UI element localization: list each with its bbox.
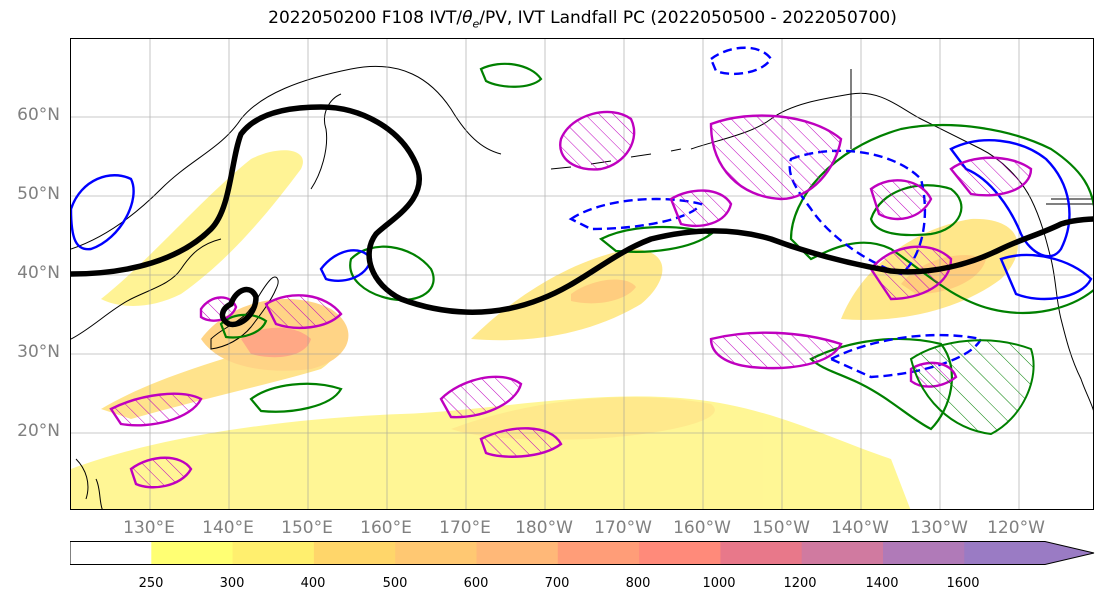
us-border (850, 69, 1093, 205)
lon-label-140w: 140°W (831, 518, 889, 538)
map-canvas (71, 39, 1093, 509)
pv-contour-north-east (709, 114, 843, 201)
colorbar-segment (395, 541, 477, 565)
colorbar-segment (883, 541, 965, 565)
green-contour-south-mid (249, 382, 343, 413)
cbar-tick-1200: 1200 (783, 576, 817, 591)
colorbar-segment (801, 541, 884, 565)
lat-label-30n: 30°N (17, 342, 60, 362)
lon-label-180w: 180°W (515, 518, 573, 538)
cbar-tick-700: 700 (544, 576, 570, 591)
blue-contour-mid (319, 249, 373, 282)
lon-label-160w: 160°W (673, 518, 731, 538)
blue-contour-west (71, 174, 135, 251)
lon-label-160e: 160°E (360, 518, 412, 538)
lon-label-120w: 120°W (987, 518, 1045, 538)
colorbar-segment (232, 541, 315, 565)
pv-contour-north-central (559, 110, 636, 171)
magenta-contours (109, 110, 1033, 489)
colorbar-segment (639, 541, 721, 565)
lat-label-50n: 50°N (17, 184, 60, 204)
green-contour-central (598, 225, 714, 253)
green-contour-east-large (789, 124, 1093, 315)
lon-label-130e: 130°E (123, 518, 175, 538)
lon-label-150e: 150°E (281, 518, 333, 538)
colorbar-outline (69, 541, 1095, 565)
cbar-tick-1400: 1400 (865, 576, 899, 591)
lat-label-20n: 20°N (17, 421, 60, 441)
green-contour-japan (219, 313, 268, 339)
lat-label-60n: 60°N (17, 105, 60, 125)
lat-label-40n: 40°N (17, 263, 60, 283)
title-text: 2022050200 F108 IVT/θe/PV, IVT Landfall … (268, 8, 897, 31)
pv-contour-east-north (869, 179, 933, 221)
black-contour-loop-japan (219, 286, 259, 328)
green-contour-pacific-mid (349, 245, 435, 302)
lon-label-170e: 170°E (439, 518, 491, 538)
cbar-tick-600: 600 (463, 576, 489, 591)
cbar-tick-800: 800 (625, 576, 651, 591)
pv-contour-far-east (949, 156, 1033, 197)
cbar-tick-400: 400 (300, 576, 326, 591)
blue-contour-east-south (999, 253, 1093, 301)
cbar-tick-500: 500 (382, 576, 408, 591)
cbar-tick-250: 250 (138, 576, 164, 591)
colorbar-extend-triangle (1045, 541, 1094, 565)
asia-coast (71, 65, 502, 340)
blue-dashed-contour-north (709, 46, 773, 76)
black-contours (71, 104, 1093, 328)
lon-label-170w: 170°W (594, 518, 652, 538)
cbar-tick-1000: 1000 (702, 576, 736, 591)
colorbar-segment (557, 541, 640, 565)
colorbar-svg (69, 541, 1095, 565)
kamchatka (310, 93, 342, 190)
figure-title: 2022050200 F108 IVT/θe/PV, IVT Landfall … (0, 8, 1105, 30)
lon-label-140e: 140°E (202, 518, 254, 538)
north-america-coast (1030, 198, 1093, 411)
colorbar-segment (313, 541, 396, 565)
colorbar (69, 541, 1100, 571)
pv-contour-south-center (479, 427, 563, 458)
ivt-core-central (571, 279, 636, 304)
ivt-core-japan (241, 327, 311, 358)
map-panel (70, 38, 1094, 510)
blue-contour-east (949, 139, 1071, 258)
pv-contour-southwest (109, 392, 203, 427)
pv-contour-east-mid (709, 331, 843, 370)
colorbar-segments (70, 541, 1094, 565)
green-contour-north (479, 62, 543, 88)
cbar-tick-300: 300 (219, 576, 245, 591)
pv-contour-sw-bottom (129, 456, 193, 489)
green-hatched-region (909, 339, 1035, 436)
ivt-band-siberia (101, 150, 303, 306)
colorbar-segment (70, 541, 152, 565)
colorbar-segment (476, 541, 559, 565)
colorbar-segment (964, 541, 1045, 565)
colorbar-segment (720, 541, 803, 565)
pv-contour-central (669, 189, 733, 227)
blue-dashed-contour-south (828, 333, 983, 379)
philippines (75, 458, 103, 509)
cbar-tick-1600: 1600 (946, 576, 980, 591)
ivt-band-central (471, 249, 663, 341)
colorbar-segment (151, 541, 234, 565)
pv-contour-mid-south (439, 375, 523, 419)
lon-label-130w: 130°W (910, 518, 968, 538)
lon-label-150w: 150°W (752, 518, 810, 538)
coastlines (71, 65, 1093, 509)
black-contour-main (71, 104, 1093, 315)
pv-contour-japan-east (264, 294, 343, 330)
